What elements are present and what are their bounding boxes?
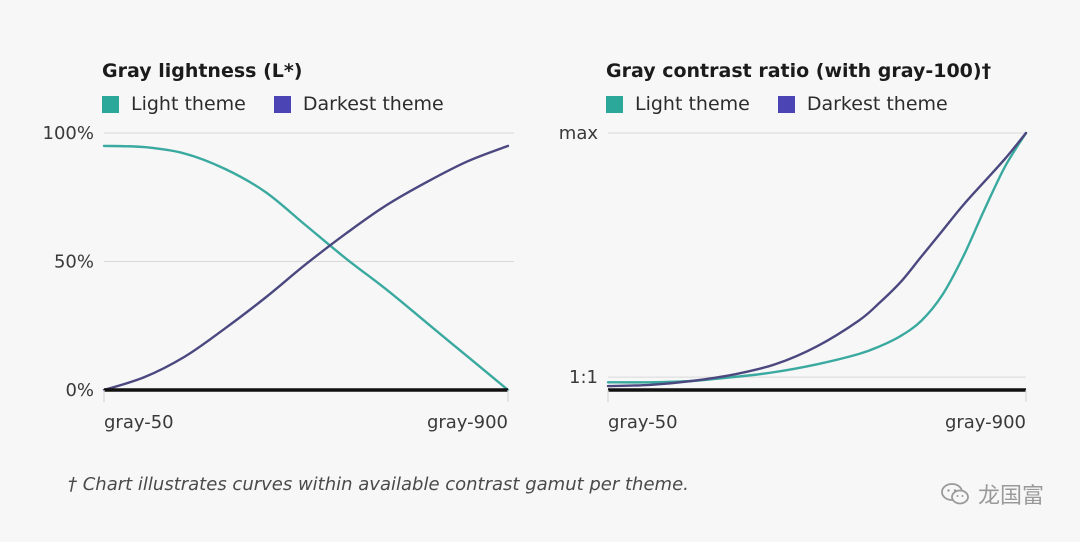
darkest-theme-swatch bbox=[777, 95, 795, 113]
legend-item-darkest-theme: Darkest theme bbox=[777, 93, 948, 115]
legend-item-darkest-theme: Darkest theme bbox=[273, 93, 444, 115]
legend-label-darkest-theme: Darkest theme bbox=[302, 93, 444, 115]
y-tick-label: 50% bbox=[54, 252, 94, 273]
y-tick-label: 100% bbox=[43, 123, 94, 144]
y-tick-label: 1:1 bbox=[569, 367, 598, 388]
x-tick-label: gray-900 bbox=[945, 412, 1026, 433]
left-chart-legend: Light theme Darkest theme bbox=[102, 93, 472, 115]
right-chart-title: Gray contrast ratio (with gray-100)† bbox=[606, 60, 992, 82]
y-tick-label: max bbox=[559, 123, 599, 144]
watermark-text: 龙国富 bbox=[977, 484, 1044, 509]
left-chart-title: Gray lightness (L*) bbox=[102, 60, 303, 82]
light-theme-swatch bbox=[102, 95, 119, 113]
legend-label-light-theme: Light theme bbox=[635, 93, 750, 115]
darkest-theme-swatch bbox=[273, 95, 291, 113]
series-line-darkest-theme bbox=[606, 131, 1028, 388]
watermark: 龙国富 bbox=[940, 478, 1044, 510]
x-tick-label: gray-900 bbox=[427, 412, 508, 433]
wechat-icon bbox=[941, 483, 969, 505]
x-tick-label: gray-50 bbox=[104, 412, 174, 433]
y-tick-label: 0% bbox=[65, 380, 94, 401]
series-line-darkest-theme bbox=[102, 144, 510, 392]
series-line-light-theme bbox=[102, 144, 510, 392]
legend-item-light-theme: Light theme bbox=[606, 93, 750, 115]
legend-item-light-theme: Light theme bbox=[102, 93, 246, 115]
light-theme-swatch bbox=[606, 95, 623, 113]
footnote: † Chart illustrates curves within availa… bbox=[68, 474, 689, 495]
x-tick-label: gray-50 bbox=[608, 412, 678, 433]
legend-label-darkest-theme: Darkest theme bbox=[806, 93, 948, 115]
right-chart-legend: Light theme Darkest theme bbox=[606, 93, 976, 115]
legend-label-light-theme: Light theme bbox=[131, 93, 246, 115]
